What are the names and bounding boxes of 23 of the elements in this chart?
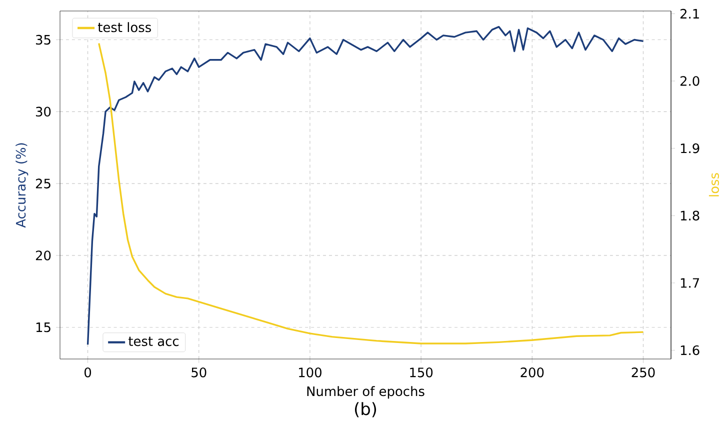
y2-tick-label: 1.6 xyxy=(680,345,700,356)
x-axis-title: Number of epochs xyxy=(307,386,424,399)
y-tick-label: 30 xyxy=(36,106,51,117)
y-tick-label: 20 xyxy=(36,250,51,260)
x-tick-label: 0 xyxy=(84,368,92,378)
y2-tick-label: 1.8 xyxy=(680,210,700,221)
x-tick-label: 150 xyxy=(410,368,433,378)
y-axis-title: Accuracy (%) xyxy=(16,143,28,228)
y2-tick-label: 1.9 xyxy=(680,143,700,154)
x-tick-label: 100 xyxy=(299,368,322,378)
x-tick-label: 250 xyxy=(632,368,655,378)
y2-axis-title: loss xyxy=(708,173,719,196)
text: (b) xyxy=(354,402,376,418)
y2-tick-label: 2.0 xyxy=(680,76,700,86)
y-tick-label: 25 xyxy=(36,178,50,188)
legend-label: test loss xyxy=(98,22,151,32)
y-tick-label: 35 xyxy=(36,34,50,45)
y2-tick-label: 2.1 xyxy=(680,8,699,18)
legend-label: test acc xyxy=(128,336,179,346)
y-tick-label: 15 xyxy=(36,322,50,332)
y2-tick-label: 1.7 xyxy=(680,278,700,288)
x-tick-label: 200 xyxy=(520,368,544,378)
x-tick-label: 50 xyxy=(192,368,206,378)
